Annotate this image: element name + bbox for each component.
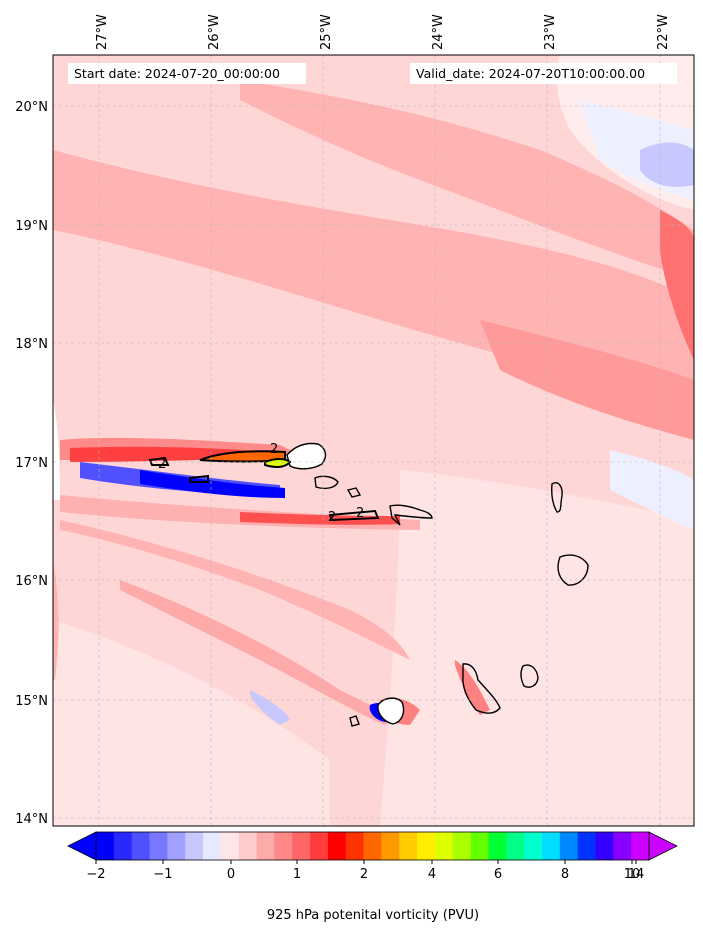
colorbar-swatch [96,832,115,860]
lon-label: 27°W [95,14,110,50]
colorbar-swatch [559,832,579,860]
contour-label: 2 [270,442,278,457]
pv-2-contours [148,450,380,522]
colorbar-swatch [327,832,347,860]
lat-label: 17°N [15,456,48,471]
contour-label: 2 [328,510,336,525]
colorbar [67,831,678,861]
colorbar-swatch [113,832,133,860]
colorbar-swatch [238,832,258,860]
lon-label: 24°W [431,14,446,50]
lat-label: 20°N [15,100,48,115]
colorbar-frame [95,831,650,861]
colorbar-tick-label: 4 [428,867,436,882]
colorbar-swatch [470,832,489,860]
colorbar-swatch [434,832,454,860]
colorbar-swatch [292,832,311,860]
colorbar-swatch [417,832,436,860]
lat-label: 16°N [15,574,48,589]
contour-label: 2 [356,506,364,521]
colorbar-tick-label: −2 [86,867,105,882]
lat-label: 14°N [15,812,48,827]
colorbar-swatch [167,832,186,860]
colorbar-tick-label: −1 [153,867,172,882]
colorbar-swatch [541,832,561,860]
colorbar-swatch [274,832,293,860]
colorbar-tick-label: 0 [227,867,235,882]
colorbar-tick-label: 10 [624,867,641,882]
colorbar-swatch [131,832,151,860]
colorbar-label: 925 hPa potenital vorticity (PVU) [267,908,479,923]
latitude-labels: 20°N 19°N 18°N 17°N 16°N 15°N 14°N [15,100,48,827]
colorbar-swatch [203,832,222,860]
colorbar-swatch [595,832,614,860]
lon-label: 25°W [319,14,334,50]
longitude-labels: 27°W 26°W 25°W 24°W 23°W 22°W [95,14,671,50]
start-date-label: Start date: 2024-07-20_00:00:00 [74,66,280,81]
colorbar-tick-label: 8 [561,867,569,882]
colorbar-swatch [363,832,382,860]
colorbar-swatch [506,832,525,860]
lat-label: 19°N [15,219,48,234]
colorbar-swatch [452,832,472,860]
colorbar-swatch [310,832,329,860]
colorbar-swatch [256,832,275,860]
colorbar-swatch [613,832,632,860]
colorbar-extend-high [648,831,678,861]
colorbar-swatch [488,832,507,860]
colorbar-swatch [631,832,650,860]
colorbar-tick-label: 14 [628,867,645,882]
valid-date-label: Valid_date: 2024-07-20T10:00:00.00 [416,66,645,81]
colorbar-swatch [345,832,365,860]
contour-label-group: 2 2 2 2 [158,442,364,525]
colorbar-swatch [149,832,168,860]
lon-label: 23°W [543,14,558,50]
lon-label: 22°W [656,14,671,50]
colorbar-swatch [524,832,543,860]
lat-label: 18°N [15,337,48,352]
contour-label: 2 [158,457,166,472]
colorbar-swatch [220,832,240,860]
map-frame [52,54,695,827]
lat-label: 15°N [15,694,48,709]
colorbar-extend-low [67,831,97,861]
colorbar-tick-label: 2 [360,867,368,882]
pv-field [53,55,694,826]
lon-label: 26°W [207,14,222,50]
colorbar-swatch [399,832,418,860]
start-date-box [68,63,306,84]
colorbar-tick-label: 6 [494,867,502,882]
valid-date-box [410,63,677,84]
colorbar-swatch [185,832,204,860]
colorbar-tick-label: 1 [293,867,301,882]
colorbar-swatch [577,832,596,860]
colorbar-swatch [381,832,400,860]
gridlines [53,55,694,826]
